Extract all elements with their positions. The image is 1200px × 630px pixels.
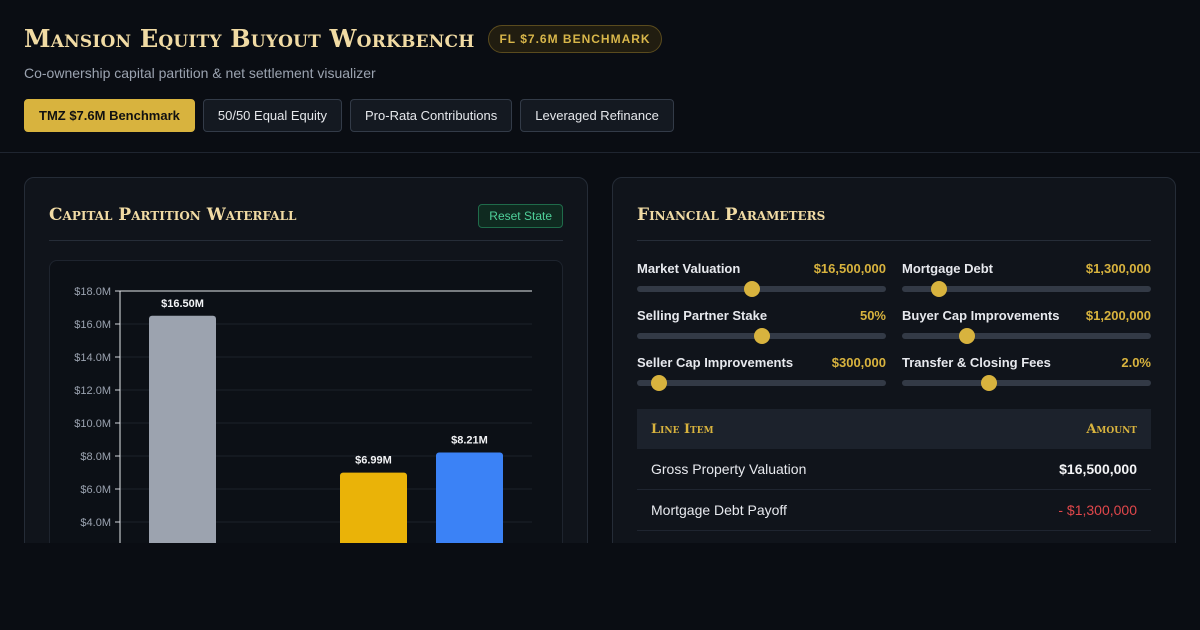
slider-label: Market Valuation	[637, 261, 741, 276]
ledger-amount: - $1,300,000	[1058, 502, 1137, 518]
slider-value: $1,200,000	[1085, 308, 1151, 323]
slider-value: 2.0%	[1121, 355, 1151, 370]
slider-track[interactable]	[902, 281, 1151, 297]
slider-thumb[interactable]	[753, 328, 770, 344]
slider-label: Seller Cap Improvements	[637, 355, 794, 370]
ledger-col-item: Line Item	[651, 421, 714, 437]
waterfall-panel-title: Capital Partition Waterfall	[49, 205, 297, 225]
slider-label: Transfer & Closing Fees	[902, 355, 1051, 370]
parameters-panel-title: Financial Parameters	[637, 205, 826, 225]
slider-selling-partner-stake: Selling Partner Stake 50%	[637, 308, 886, 344]
page-header: Mansion Equity Buyout Workbench FL $7.6M…	[0, 0, 1200, 153]
ledger-col-amount: Amount	[1086, 421, 1137, 437]
y-tick-label: $8.0M	[80, 451, 111, 463]
bar-data-label: $6.99M	[355, 455, 392, 467]
slider-value: $1,300,000	[1085, 261, 1151, 276]
divider	[49, 240, 563, 241]
y-tick-label: $4.0M	[80, 517, 111, 529]
slider-thumb[interactable]	[958, 328, 975, 344]
slider-track[interactable]	[902, 328, 1151, 344]
benchmark-badge: FL $7.6M BENCHMARK	[488, 24, 662, 53]
slider-value: 50%	[859, 308, 886, 323]
bar-data-label: $8.21M	[451, 435, 488, 447]
slider-transfer-closing-fees: Transfer & Closing Fees 2.0%	[902, 355, 1151, 391]
slider-buyer-cap-improvements: Buyer Cap Improvements $1,200,000	[902, 308, 1151, 344]
slider-mortgage-debt: Mortgage Debt $1,300,000	[902, 261, 1151, 297]
ledger-item: Gross Property Valuation	[651, 461, 807, 477]
table-row: Mortgage Debt Payoff - $1,300,000	[637, 490, 1151, 531]
bar-data-label: $16.50M	[161, 298, 204, 310]
slider-thumb[interactable]	[651, 375, 668, 391]
y-tick-label: $10.0M	[74, 418, 111, 430]
slider-market-valuation: Market Valuation $16,500,000	[637, 261, 886, 297]
slider-seller-cap-improvements: Seller Cap Improvements $300,000	[637, 355, 886, 391]
divider	[637, 240, 1151, 241]
slider-track[interactable]	[902, 375, 1151, 391]
reset-state-button[interactable]: Reset State	[478, 204, 563, 228]
y-tick-label: $16.0M	[74, 319, 111, 331]
scenario-button-tmz-benchmark[interactable]: TMZ $7.6M Benchmark	[24, 99, 195, 132]
ledger-header-row: Line Item Amount	[637, 409, 1151, 449]
y-tick-label: $12.0M	[74, 385, 111, 397]
ledger-amount: $16,500,000	[1059, 461, 1137, 477]
slider-thumb[interactable]	[981, 375, 998, 391]
slider-track[interactable]	[637, 281, 886, 297]
y-tick-label: $14.0M	[74, 352, 111, 364]
scenario-button-equal-equity[interactable]: 50/50 Equal Equity	[202, 99, 343, 132]
scenario-button-pro-rata[interactable]: Pro-Rata Contributions	[350, 99, 513, 132]
title-row: Mansion Equity Buyout Workbench FL $7.6M…	[24, 24, 662, 53]
slider-track[interactable]	[637, 328, 886, 344]
slider-value: $16,500,000	[813, 261, 886, 276]
ledger-item: Mortgage Debt Payoff	[651, 502, 787, 518]
slider-label: Mortgage Debt	[902, 261, 993, 276]
y-tick-label: $18.0M	[74, 286, 111, 298]
scenario-buttons: TMZ $7.6M Benchmark 50/50 Equal Equity P…	[24, 99, 674, 132]
slider-label: Buyer Cap Improvements	[902, 308, 1060, 323]
y-tick-label: $6.0M	[80, 484, 111, 496]
settlement-ledger-table: Line Item Amount Gross Property Valuatio…	[637, 409, 1151, 531]
table-row: Gross Property Valuation $16,500,000	[637, 449, 1151, 490]
scenario-button-leveraged-refinance[interactable]: Leveraged Refinance	[520, 99, 674, 132]
app-title: Mansion Equity Buyout Workbench	[24, 24, 475, 53]
app-subtitle: Co-ownership capital partition & net set…	[24, 65, 376, 81]
slider-value: $300,000	[831, 355, 886, 370]
slider-track[interactable]	[637, 375, 886, 391]
slider-label: Selling Partner Stake	[637, 308, 768, 323]
slider-thumb[interactable]	[931, 281, 948, 297]
viewport-fold	[0, 543, 1200, 630]
slider-thumb[interactable]	[743, 281, 760, 297]
